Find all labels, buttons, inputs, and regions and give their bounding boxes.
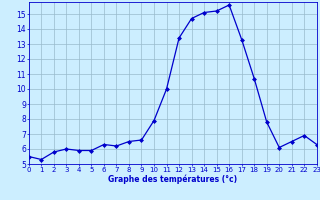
X-axis label: Graphe des températures (°c): Graphe des températures (°c) — [108, 174, 237, 184]
